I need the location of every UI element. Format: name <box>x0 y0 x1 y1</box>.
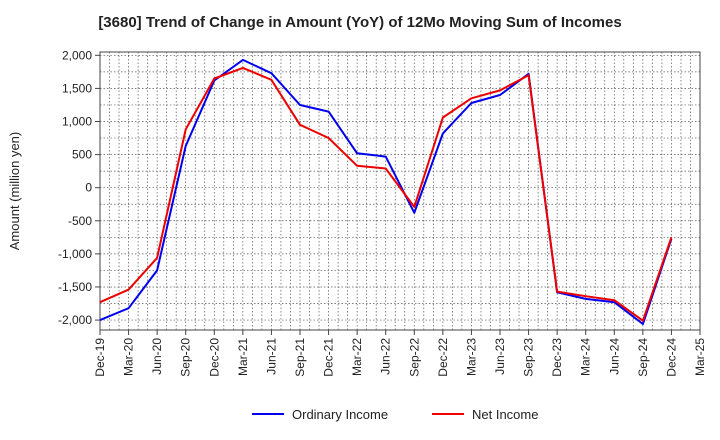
legend-label: Ordinary Income <box>292 407 388 422</box>
series-layer <box>99 58 673 325</box>
legend: Ordinary Income Net Income <box>252 407 538 422</box>
x-tick-label: Dec-19 <box>93 338 107 377</box>
y-tick-label: 2,000 <box>62 48 92 62</box>
y-tick-label: 0 <box>85 181 92 195</box>
y-tick-label: -1,000 <box>58 247 92 261</box>
x-tick-label: Jun-23 <box>493 338 507 375</box>
x-tick-labels: Dec-19 Mar-20 Jun-20 Sep-20 Dec-20 Mar-21 Jun-… <box>93 330 707 377</box>
y-axis-title: Amount (million yen) <box>7 132 22 251</box>
plot-border <box>99 51 701 331</box>
x-tick-label: Sep-20 <box>179 338 193 377</box>
x-tick-label: Dec-22 <box>436 338 450 377</box>
y-tick-label: 1,500 <box>62 81 92 95</box>
y-tick-label: -2,000 <box>58 313 92 327</box>
x-tick-label: Mar-25 <box>693 338 707 376</box>
y-tick-label: 1,000 <box>62 115 92 129</box>
y-tick-labels: 2,000 1,500 1,000 500 0 -500 -1,000 -1,500 -2,00… <box>58 48 100 327</box>
x-tick-label: Mar-23 <box>464 338 478 376</box>
x-tick-label: Sep-24 <box>636 338 650 377</box>
x-tick-label: Sep-21 <box>293 338 307 377</box>
y-tick-label: -500 <box>68 214 92 228</box>
x-tick-label: Dec-23 <box>550 338 564 377</box>
chart-title: [3680] Trend of Change in Amount (YoY) o… <box>98 14 622 31</box>
x-tick-label: Sep-23 <box>522 338 536 377</box>
x-tick-label: Sep-22 <box>407 338 421 377</box>
plot-background <box>100 52 700 330</box>
x-tick-label: Dec-24 <box>664 338 678 377</box>
plot-area <box>100 52 700 330</box>
x-tick-label: Mar-20 <box>122 338 136 376</box>
x-tick-label: Dec-20 <box>207 338 221 377</box>
series-line-net-income <box>99 66 673 322</box>
x-tick-label: Jun-21 <box>264 338 278 375</box>
x-tick-label: Jun-24 <box>607 338 621 375</box>
x-tick-label: Mar-22 <box>350 338 364 376</box>
y-tick-label: -1,500 <box>58 280 92 294</box>
legend-label: Net Income <box>472 407 538 422</box>
x-tick-label: Dec-21 <box>322 338 336 377</box>
series-line-ordinary-income <box>99 58 673 325</box>
y-tick-label: 500 <box>72 148 92 162</box>
x-tick-label: Jun-20 <box>150 338 164 375</box>
grid-lines <box>99 51 701 331</box>
x-tick-label: Jun-22 <box>379 338 393 375</box>
x-tick-label: Mar-21 <box>236 338 250 376</box>
x-tick-label: Mar-24 <box>579 338 593 376</box>
